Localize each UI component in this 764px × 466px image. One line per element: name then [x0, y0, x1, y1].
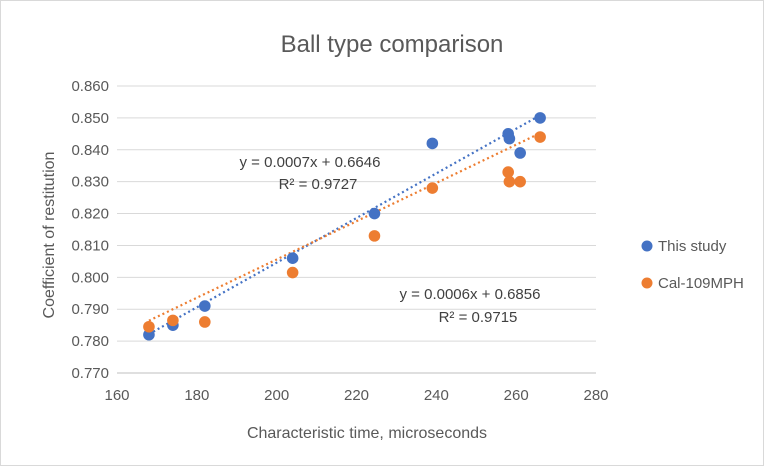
legend-item-this-study: This study: [641, 238, 727, 255]
data-point-series-1: [167, 314, 179, 327]
data-point-series-1: [514, 175, 526, 188]
data-point-series-0: [368, 207, 381, 220]
data-point-series-0: [426, 137, 439, 150]
y-axis-label: Coefficient of restitution: [41, 152, 58, 319]
data-point-series-0: [143, 328, 155, 341]
legend-label-cal: Cal-109MPH: [658, 275, 744, 292]
data-points: [143, 112, 546, 341]
data-point-series-0: [199, 300, 211, 312]
x-tick-label: 240: [424, 387, 449, 404]
y-tick-label: 0.850: [71, 110, 109, 127]
x-tick-label: 280: [583, 387, 608, 404]
data-point-series-1: [286, 266, 299, 279]
data-point-series-1: [199, 316, 211, 328]
data-point-series-1: [502, 166, 514, 178]
x-axis-label: Characteristic time, microseconds: [247, 425, 487, 442]
x-tick-label: 200: [264, 387, 289, 404]
y-tick-label: 0.830: [71, 174, 109, 191]
y-tick-label: 0.790: [71, 301, 109, 318]
data-point-series-0: [286, 252, 299, 264]
chart-title: Ball type comparison: [281, 31, 504, 58]
trendline-equation-cal: y = 0.0006x + 0.6856: [400, 286, 541, 303]
y-tick-label: 0.820: [71, 206, 109, 223]
y-tick-label: 0.860: [71, 78, 109, 95]
legend-marker-this-study: [641, 240, 653, 252]
y-axis-tick-labels: 0.770 0.780 0.790 0.800 0.810 0.820 0.830 0.840…: [71, 78, 109, 382]
y-tick-label: 0.770: [71, 365, 109, 382]
legend-item-cal: Cal-109MPH: [641, 275, 744, 292]
data-point-series-1: [426, 182, 439, 194]
y-tick-label: 0.840: [71, 142, 109, 159]
legend-label-this-study: This study: [658, 238, 727, 255]
data-point-series-0: [514, 147, 526, 159]
trendline-equation-this-study: y = 0.0007x + 0.6646: [240, 154, 381, 171]
data-point-series-0: [503, 132, 516, 145]
y-tick-label: 0.780: [71, 333, 109, 350]
x-tick-label: 180: [184, 387, 209, 404]
gridlines: [117, 85, 596, 374]
data-point-series-1: [143, 320, 155, 333]
trendline-r2-cal: R² = 0.9715: [439, 309, 518, 326]
y-tick-label: 0.810: [71, 237, 109, 254]
trendlines: [148, 114, 541, 336]
trendline-r2-this-study: R² = 0.9727: [279, 176, 358, 193]
x-tick-label: 260: [504, 387, 529, 404]
data-point-series-1: [368, 230, 381, 242]
legend-marker-cal: [641, 277, 653, 289]
x-tick-label: 220: [344, 387, 369, 404]
data-point-series-1: [534, 131, 546, 143]
y-tick-label: 0.800: [71, 269, 109, 286]
trendline-1: [148, 132, 541, 322]
x-axis-tick-labels: 160 180 200 220 240 260 280: [104, 387, 608, 404]
data-point-series-0: [534, 112, 546, 124]
x-tick-label: 160: [104, 387, 129, 404]
legend: This study Cal-109MPH: [641, 238, 744, 292]
data-point-series-1: [503, 175, 516, 188]
